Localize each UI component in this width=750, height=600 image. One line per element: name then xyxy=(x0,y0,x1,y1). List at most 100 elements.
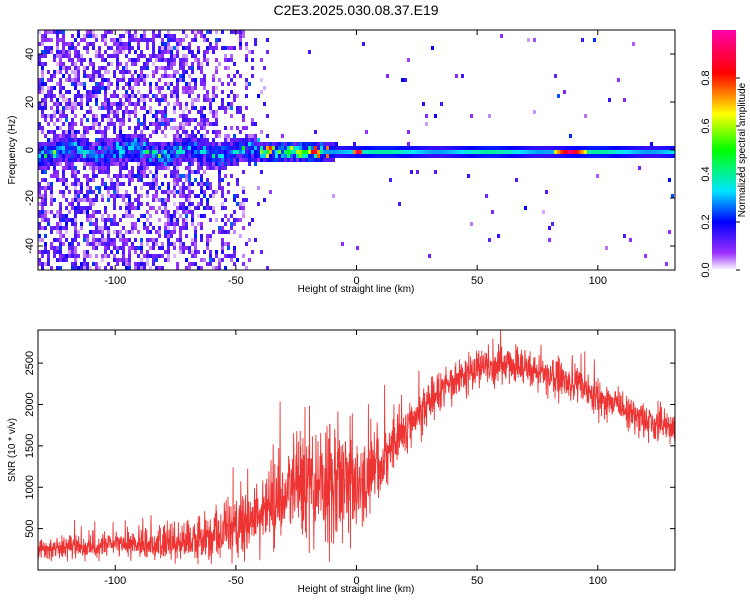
spectrogram-cell xyxy=(131,90,134,94)
spectrogram-cell xyxy=(71,202,74,206)
spectrogram-cell xyxy=(101,226,104,230)
spectrogram-cell xyxy=(107,230,110,234)
spectrogram-cell xyxy=(170,118,173,122)
spectrogram-cell xyxy=(107,166,110,170)
spectrogram-cell xyxy=(251,74,254,78)
spectrogram-cell xyxy=(620,154,623,158)
spectrogram-cell xyxy=(668,178,671,182)
spectrogram-cell xyxy=(50,210,53,214)
spectrogram-cell xyxy=(389,178,392,182)
spectrogram-cell xyxy=(110,182,113,186)
spectrogram-cell xyxy=(200,186,203,190)
spectrogram-cell xyxy=(164,34,167,38)
spectrogram-cell xyxy=(53,54,56,58)
spectrogram-cell xyxy=(215,70,218,74)
spectrogram-cell xyxy=(599,150,602,154)
spectrogram-cell xyxy=(74,254,77,258)
spectrogram-cell xyxy=(107,62,110,66)
spectrogram-cell xyxy=(107,190,110,194)
spectrogram-cell xyxy=(305,150,308,154)
spectrogram-cell xyxy=(164,70,167,74)
spectrogram-cell xyxy=(101,54,104,58)
spectrogram-cell xyxy=(197,122,200,126)
spectrogram-cell xyxy=(542,210,545,214)
spectrogram-cell xyxy=(161,46,164,50)
spectrogram-cell xyxy=(110,118,113,122)
spectrogram-cell xyxy=(152,34,155,38)
spectrogram-cell xyxy=(110,94,113,98)
spectrogram-cell xyxy=(173,162,176,166)
spectrogram-cell xyxy=(239,206,242,210)
spectrogram-cell xyxy=(368,154,371,158)
spectrogram-cell xyxy=(341,150,344,154)
spectrogram-cell xyxy=(275,142,278,146)
spectrogram-cell xyxy=(365,154,368,158)
spectrogram-cell xyxy=(236,30,239,34)
spectrogram-cell xyxy=(191,182,194,186)
spectrogram-cell xyxy=(185,86,188,90)
spectrogram-cell xyxy=(56,46,59,50)
spectrogram-cell xyxy=(173,146,176,150)
spectrogram-cell xyxy=(536,154,539,158)
spectrogram-cell xyxy=(197,250,200,254)
spectrogram-cell xyxy=(128,178,131,182)
spectrogram-cell xyxy=(128,230,131,234)
spectrogram-cell xyxy=(134,102,137,106)
spectrogram-cell xyxy=(146,190,149,194)
spectrogram-cell xyxy=(71,102,74,106)
spectrogram-cell xyxy=(65,146,68,150)
spectrogram-cell xyxy=(86,94,89,98)
spectrogram-cell xyxy=(629,150,632,154)
spectrogram-cell xyxy=(95,186,98,190)
spectrogram-cell xyxy=(161,122,164,126)
spectrogram-cell xyxy=(308,154,311,158)
spectrogram-cell xyxy=(56,138,59,142)
spectrogram-cell xyxy=(86,194,89,198)
spectrogram-cell xyxy=(173,106,176,110)
spectrogram-cell xyxy=(425,146,428,150)
spectrogram-cell xyxy=(158,50,161,54)
spectrogram-cell xyxy=(188,166,191,170)
spectrogram-cell xyxy=(221,218,224,222)
spectrogram-cell xyxy=(128,138,131,142)
spectrogram-cell xyxy=(158,58,161,62)
spectrogram-cell xyxy=(122,158,125,162)
spectrogram-cell xyxy=(188,186,191,190)
spectrogram-cell xyxy=(38,78,41,82)
spectrogram-cell xyxy=(92,246,95,250)
spectrogram-cell xyxy=(107,262,110,266)
spectrogram-cell xyxy=(38,182,41,186)
spectrogram-cell xyxy=(134,146,137,150)
spectrogram-cell xyxy=(188,142,191,146)
spectrogram-cell xyxy=(116,142,119,146)
spectrogram-cell xyxy=(239,110,242,114)
spectrogram-cell xyxy=(137,82,140,86)
spectrogram-cell xyxy=(164,202,167,206)
spectrogram-cell xyxy=(263,146,266,150)
spectrogram-cell xyxy=(161,254,164,258)
colorbar-tick-label: 0.6 xyxy=(700,118,712,133)
spectrogram-cell xyxy=(191,30,194,34)
spectrogram-cell xyxy=(182,78,185,82)
spectrogram-cell xyxy=(485,194,488,198)
spectrogram-cell xyxy=(47,78,50,82)
spectrogram-cell xyxy=(74,206,77,210)
spectrogram-cell xyxy=(299,154,302,158)
spectrogram-cell xyxy=(260,150,263,154)
spectrogram-cell xyxy=(182,114,185,118)
spectrogram-cell xyxy=(50,186,53,190)
spectrogram-cell xyxy=(305,146,308,150)
spectrogram-cell xyxy=(590,154,593,158)
spectrogram-cell xyxy=(122,138,125,142)
spectrogram-cell xyxy=(236,146,239,150)
spectrogram-cell xyxy=(98,146,101,150)
spectrogram-cell xyxy=(278,154,281,158)
spectrogram-cell xyxy=(107,174,110,178)
spectrogram-cell xyxy=(182,54,185,58)
spectrogram-cell xyxy=(53,254,56,258)
spectrogram-cell xyxy=(356,146,359,150)
spectrogram-cell xyxy=(83,38,86,42)
spectrogram-cell xyxy=(107,102,110,106)
spectrogram-cell xyxy=(227,218,230,222)
